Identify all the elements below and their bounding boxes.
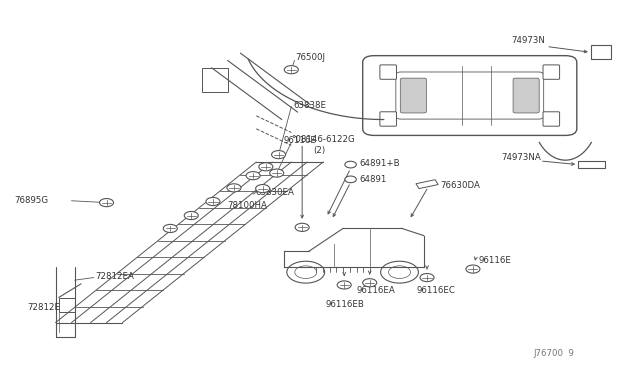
- Circle shape: [284, 65, 298, 74]
- Text: 96116EC: 96116EC: [417, 286, 456, 295]
- Circle shape: [381, 261, 419, 283]
- Text: 74973N: 74973N: [511, 36, 545, 45]
- FancyBboxPatch shape: [363, 56, 577, 135]
- Text: 64891: 64891: [360, 175, 387, 184]
- Text: °08146-6122G: °08146-6122G: [291, 135, 355, 144]
- Text: 74973NA: 74973NA: [502, 153, 541, 162]
- Circle shape: [184, 211, 198, 219]
- Circle shape: [295, 223, 309, 231]
- Circle shape: [337, 281, 351, 289]
- Circle shape: [466, 265, 480, 273]
- Circle shape: [345, 161, 356, 168]
- Circle shape: [227, 184, 241, 192]
- Text: 72812EA: 72812EA: [96, 272, 134, 281]
- Polygon shape: [416, 180, 438, 189]
- Circle shape: [269, 169, 284, 177]
- FancyBboxPatch shape: [543, 112, 559, 126]
- Text: J76700  9: J76700 9: [534, 350, 574, 359]
- Circle shape: [287, 261, 324, 283]
- Circle shape: [100, 199, 113, 207]
- Circle shape: [259, 163, 273, 171]
- FancyBboxPatch shape: [380, 65, 396, 79]
- Text: 72812E: 72812E: [27, 303, 60, 312]
- Circle shape: [345, 176, 356, 183]
- Circle shape: [163, 224, 177, 232]
- FancyBboxPatch shape: [202, 68, 228, 92]
- Circle shape: [246, 171, 260, 180]
- Text: 76895G: 76895G: [14, 196, 48, 205]
- Circle shape: [255, 185, 269, 193]
- Text: 64891+B: 64891+B: [360, 159, 400, 169]
- Circle shape: [420, 273, 434, 282]
- Text: 96116E: 96116E: [478, 256, 511, 265]
- Text: (2): (2): [314, 146, 326, 155]
- Text: 96116EB: 96116EB: [325, 300, 364, 310]
- FancyBboxPatch shape: [513, 78, 540, 113]
- Text: 76500J: 76500J: [296, 53, 326, 62]
- Text: 96116EA: 96116EA: [357, 286, 396, 295]
- Text: 63830EA: 63830EA: [255, 188, 294, 197]
- Circle shape: [271, 151, 285, 159]
- FancyBboxPatch shape: [400, 78, 426, 113]
- Text: 78100HA: 78100HA: [228, 201, 268, 210]
- Text: 63838E: 63838E: [293, 101, 326, 110]
- FancyBboxPatch shape: [591, 45, 611, 59]
- Text: 96116E: 96116E: [284, 137, 317, 145]
- Circle shape: [388, 266, 410, 279]
- FancyBboxPatch shape: [396, 72, 543, 119]
- Circle shape: [206, 198, 220, 206]
- Text: 76630DA: 76630DA: [440, 181, 479, 190]
- FancyBboxPatch shape: [59, 298, 75, 311]
- FancyBboxPatch shape: [543, 65, 559, 79]
- FancyBboxPatch shape: [578, 161, 605, 168]
- Circle shape: [363, 279, 377, 287]
- FancyBboxPatch shape: [380, 112, 396, 126]
- Circle shape: [295, 266, 317, 279]
